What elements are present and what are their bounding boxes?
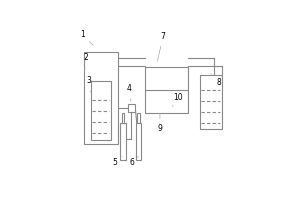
Text: 7: 7 <box>158 32 165 61</box>
Bar <box>136 123 141 160</box>
Bar <box>128 104 135 112</box>
Bar <box>145 67 188 113</box>
Bar <box>85 52 118 144</box>
Bar <box>137 113 140 123</box>
Text: 10: 10 <box>172 93 183 106</box>
Text: 2: 2 <box>84 53 88 71</box>
Bar <box>122 113 124 123</box>
Text: 9: 9 <box>158 113 162 133</box>
Text: 5: 5 <box>113 156 123 167</box>
Bar <box>200 75 221 129</box>
Text: 4: 4 <box>127 84 131 101</box>
Text: 8: 8 <box>211 73 221 87</box>
Text: 3: 3 <box>87 76 92 92</box>
Text: 6: 6 <box>130 156 138 167</box>
Bar <box>91 81 111 140</box>
Bar <box>120 123 126 160</box>
Text: 1: 1 <box>80 30 93 45</box>
